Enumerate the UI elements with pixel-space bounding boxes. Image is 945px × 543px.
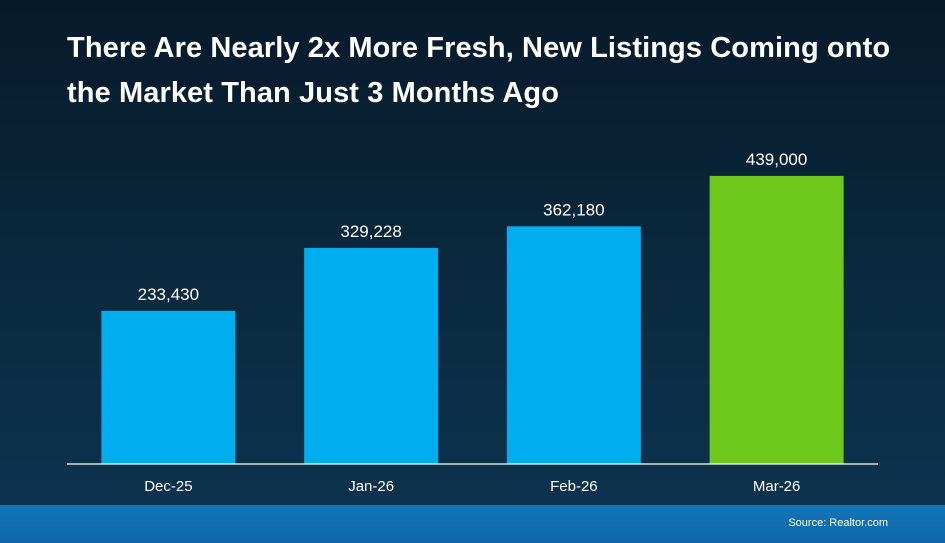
value-labels-layer: 233,430 329,228 362,180 439,000 — [138, 150, 808, 304]
value-label-mar-26: 439,000 — [746, 150, 807, 169]
value-label-dec-25: 233,430 — [138, 285, 199, 304]
bars-layer — [101, 175, 844, 464]
tick-label-jan-26: Jan-26 — [348, 478, 394, 495]
bar-mar-26 — [709, 175, 844, 464]
chart-title: There Are Nearly 2x More Fresh, New List… — [67, 32, 891, 109]
bar-dec-25 — [101, 310, 236, 464]
tick-labels-layer: Dec-25 Jan-26 Feb-26 Mar-26 — [144, 478, 800, 495]
tick-label-feb-26: Feb-26 — [550, 478, 598, 495]
footer-band — [0, 505, 945, 543]
bar-feb-26 — [506, 226, 641, 464]
tick-label-mar-26: Mar-26 — [753, 478, 801, 495]
source-note: Source: Realtor.com — [788, 517, 888, 529]
bar-chart: 233,430 329,228 362,180 439,000 Dec-25 Jan-2… — [101, 150, 844, 495]
value-label-feb-26: 362,180 — [543, 200, 604, 219]
value-label-jan-26: 329,228 — [340, 222, 401, 241]
bar-jan-26 — [304, 247, 439, 464]
tick-label-dec-25: Dec-25 — [144, 478, 192, 495]
